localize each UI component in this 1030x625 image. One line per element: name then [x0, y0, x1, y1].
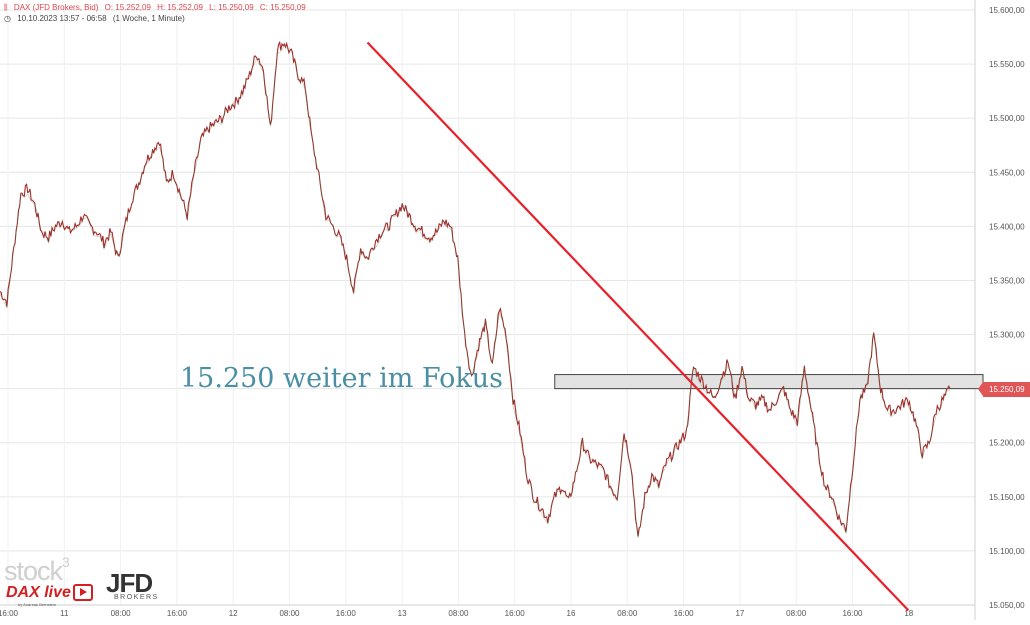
current-price-tag: 15.250,09	[978, 382, 1030, 397]
y-tick-label: 15.500,00	[989, 114, 1025, 123]
x-tick-label: 16:00	[842, 609, 863, 618]
dax-live-byline: by Andreas Bernstein	[18, 602, 57, 607]
dax-price-line	[0, 40, 951, 537]
y-tick-label: 15.350,00	[989, 276, 1025, 285]
symbol-label: DAX (JFD Brokers, Bid)	[13, 3, 99, 12]
x-tick-label: 16:00	[0, 609, 19, 618]
low-value: L: 15.250,09	[209, 3, 254, 12]
support-zone	[554, 374, 984, 390]
y-tick-label: 15.300,00	[989, 331, 1025, 340]
y-tick-label: 15.150,00	[989, 493, 1025, 502]
dax-live-logo: DAX live	[6, 584, 93, 602]
date-range: 10.10.2023 13:57 - 06:58	[17, 14, 107, 23]
series-layer	[0, 40, 951, 538]
x-tick-label: 12	[229, 609, 238, 618]
high-value: H: 15.252,09	[157, 3, 203, 12]
x-tick-label: 16:00	[336, 609, 357, 618]
y-tick-label: 15.050,00	[989, 601, 1025, 610]
open-value: O: 15.252,09	[104, 3, 151, 12]
grid-layer	[0, 9, 975, 606]
x-tick-label: 08:00	[279, 609, 300, 618]
x-tick-label: 08:00	[617, 609, 638, 618]
trendline-layer	[366, 41, 910, 612]
interval-label: (1 Woche, 1 Minute)	[112, 14, 185, 23]
downtrend-line	[366, 41, 910, 612]
x-tick-label: 16:00	[167, 609, 188, 618]
close-value: C: 15.250,09	[259, 3, 306, 12]
chart-header-quote: ⫼ DAX (JFD Brokers, Bid) O: 15.252,09 H:…	[4, 3, 310, 13]
x-tick-label: 08:00	[111, 609, 132, 618]
x-tick-label: 08:00	[786, 609, 807, 618]
x-tick-label: 08:00	[448, 609, 469, 618]
clock-icon: ◷	[4, 14, 11, 23]
y-tick-label: 15.600,00	[989, 6, 1025, 15]
y-tick-label: 15.550,00	[989, 60, 1025, 69]
chart-header-range: ◷ 10.10.2023 13:57 - 06:58 (1 Woche, 1 M…	[4, 14, 189, 23]
x-tick-label: 13	[398, 609, 407, 618]
support-zone-layer	[554, 374, 984, 390]
candle-icon: ⫼	[4, 3, 8, 12]
chart-annotation-label: 15.250 weiter im Fokus	[180, 363, 504, 394]
x-tick-label: 18	[904, 609, 913, 618]
x-tick-label: 16:00	[674, 609, 695, 618]
dax-price-overlay	[0, 45, 951, 538]
stock3-logo: stock3	[4, 554, 70, 586]
x-tick-label: 16	[567, 609, 576, 618]
y-tick-label: 15.450,00	[989, 168, 1025, 177]
play-icon	[72, 584, 93, 602]
x-tick-label: 17	[735, 609, 744, 618]
x-tick-label: 16:00	[505, 609, 526, 618]
x-tick-label: 11	[60, 609, 69, 618]
jfd-brokers-label: BROKERS	[114, 594, 159, 601]
y-tick-label: 15.100,00	[989, 547, 1025, 556]
y-tick-label: 15.200,00	[989, 439, 1025, 448]
jfd-logo: JFD	[106, 568, 153, 598]
y-tick-label: 15.400,00	[989, 222, 1025, 231]
